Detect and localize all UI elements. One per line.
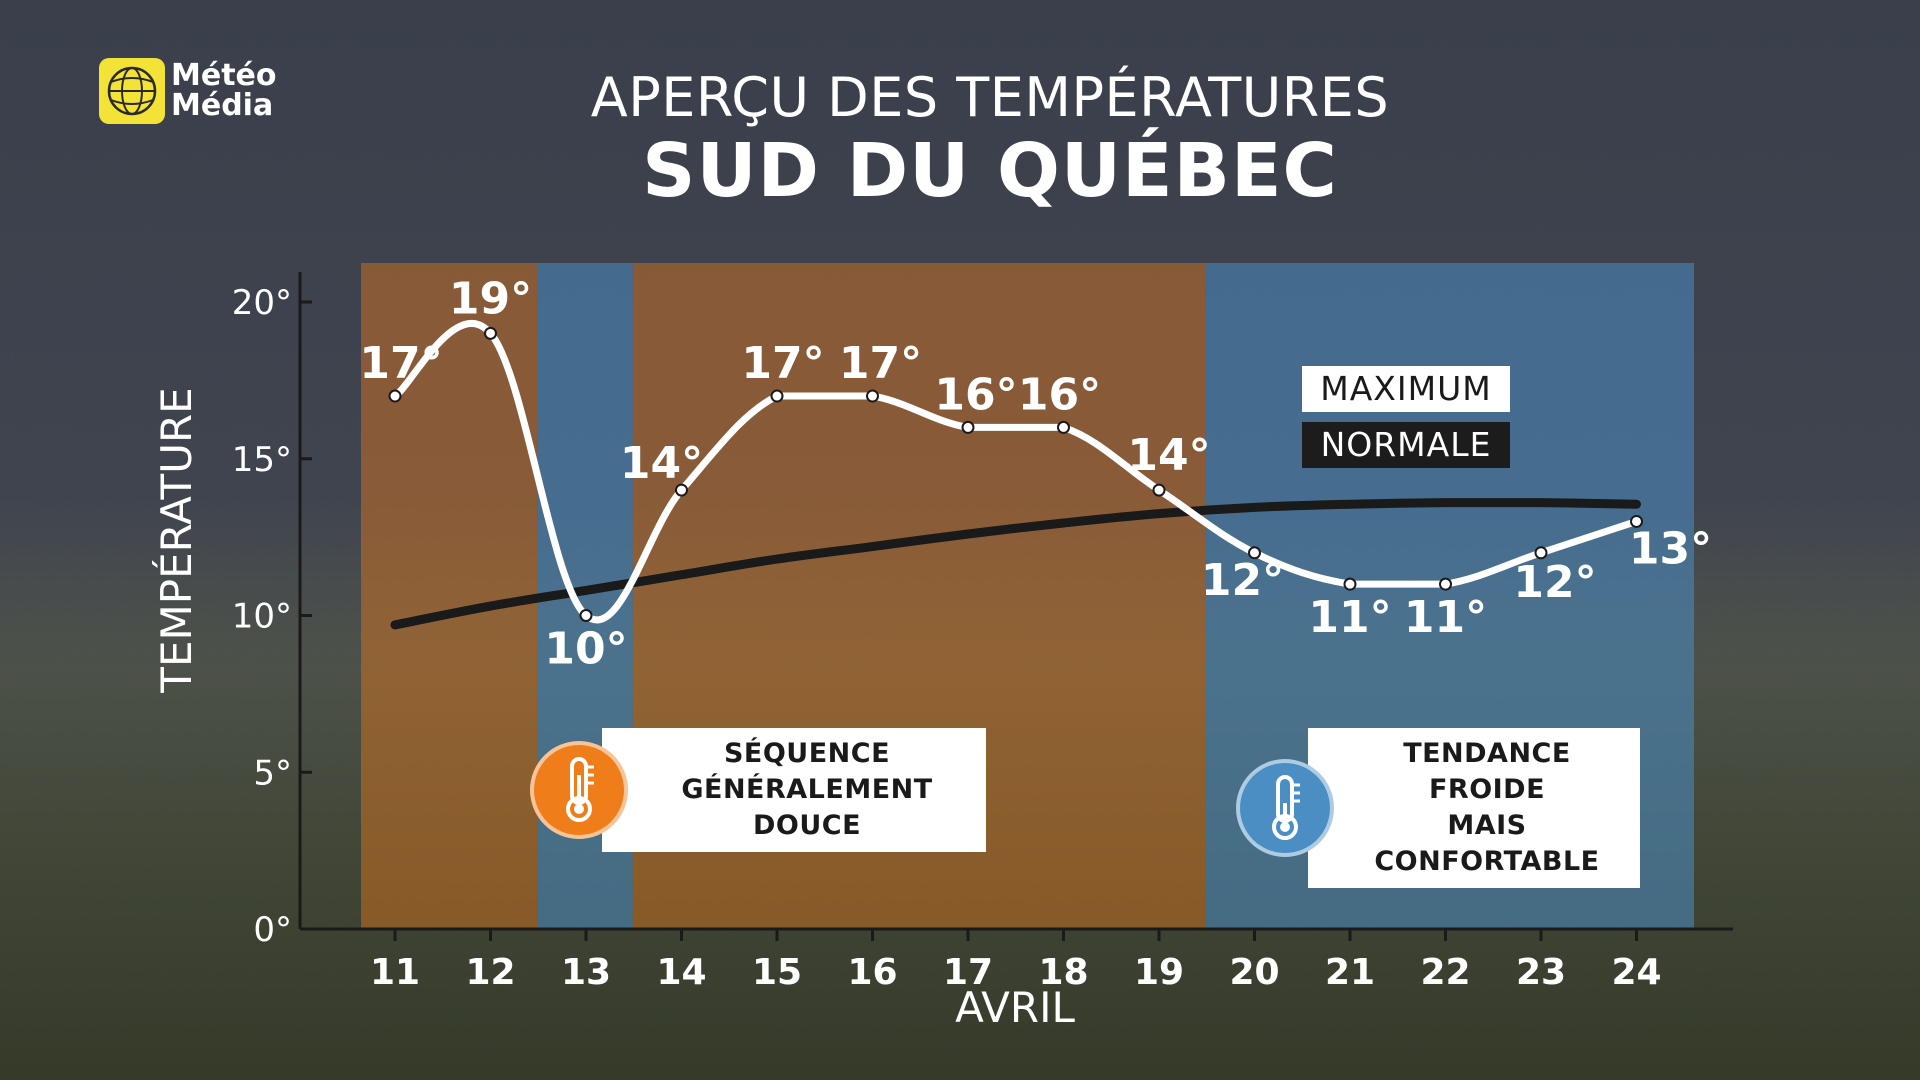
x-tick-label: 18	[1038, 952, 1088, 993]
brand-line1: Météo	[171, 58, 277, 93]
data-label-23: 12°	[1513, 557, 1596, 608]
data-label-17: 16°	[934, 369, 1017, 420]
data-label-21: 11°	[1308, 592, 1391, 643]
globe-icon	[99, 58, 165, 124]
data-point-22	[1439, 577, 1452, 591]
brand-logo: Météo Média	[99, 58, 277, 124]
x-tick-label: 15	[752, 952, 802, 993]
data-label-15: 17°	[741, 338, 824, 389]
page-title: APERÇU DES TEMPÉRATURES	[590, 66, 1390, 129]
data-point-24	[1630, 514, 1643, 528]
thermometer-icon	[1236, 759, 1334, 857]
thermometer-icon	[530, 741, 628, 839]
data-label-11: 17°	[359, 338, 442, 389]
x-tick-label: 23	[1516, 952, 1566, 993]
badge-cold: TENDANCE FROIDE MAIS CONFORTABLE	[1236, 728, 1640, 888]
y-tick-label: 20°	[232, 283, 292, 323]
legend-normale: NORMALE	[1302, 422, 1510, 468]
x-tick-label: 21	[1325, 952, 1375, 993]
x-tick-label: 14	[656, 952, 706, 993]
y-tick-label: 15°	[232, 440, 292, 480]
data-point-17	[961, 420, 975, 434]
data-point-23	[1534, 546, 1548, 560]
data-label-22: 11°	[1404, 592, 1487, 643]
page-subtitle: SUD DU QUÉBEC	[642, 128, 1338, 214]
data-label-20: 12°	[1201, 555, 1284, 606]
data-label-19: 14°	[1127, 430, 1210, 481]
x-tick-label: 13	[561, 952, 611, 993]
badge-cold-line2: MAIS CONFORTABLE	[1374, 810, 1600, 877]
badge-cold-line1: TENDANCE FROIDE	[1403, 738, 1571, 805]
brand-line2: Média	[171, 88, 274, 123]
x-tick-label: 11	[370, 952, 420, 993]
data-point-19	[1152, 483, 1166, 497]
x-tick-label: 20	[1229, 952, 1279, 993]
legend-maximum: MAXIMUM	[1302, 366, 1510, 412]
badge-warm: SÉQUENCE GÉNÉRALEMENT DOUCE	[530, 728, 986, 852]
x-tick-label: 16	[847, 952, 897, 993]
data-label-14: 14°	[620, 438, 703, 489]
x-axis-title: AVRIL	[955, 983, 1075, 1032]
y-tick-label: 10°	[232, 597, 292, 637]
badge-warm-line2: GÉNÉRALEMENT DOUCE	[681, 774, 933, 841]
x-tick-label: 22	[1420, 952, 1470, 993]
y-tick-label: 5°	[253, 753, 292, 793]
badge-warm-line1: SÉQUENCE	[723, 738, 891, 769]
data-label-13: 10°	[544, 624, 627, 675]
data-point-13	[579, 609, 593, 622]
data-label-24: 13°	[1629, 523, 1712, 574]
data-point-16	[866, 389, 879, 403]
data-point-18	[1057, 420, 1070, 434]
x-tick-label: 24	[1611, 952, 1661, 993]
data-label-12: 19°	[449, 273, 532, 324]
data-point-20	[1248, 546, 1261, 560]
y-tick-label: 0°	[253, 910, 292, 950]
x-tick-label: 12	[465, 952, 515, 993]
y-axis-title: TEMPÉRATURE	[151, 387, 201, 693]
x-tick-label: 17	[943, 952, 993, 993]
x-tick-label: 19	[1134, 952, 1184, 993]
series-normale-line	[390, 498, 1641, 630]
data-point-14	[675, 483, 688, 497]
data-label-18: 16°	[1018, 369, 1101, 420]
data-point-21	[1343, 577, 1357, 591]
data-label-16: 17°	[839, 338, 922, 389]
data-point-11	[388, 389, 402, 403]
data-point-12	[484, 326, 497, 340]
data-point-15	[770, 389, 784, 403]
